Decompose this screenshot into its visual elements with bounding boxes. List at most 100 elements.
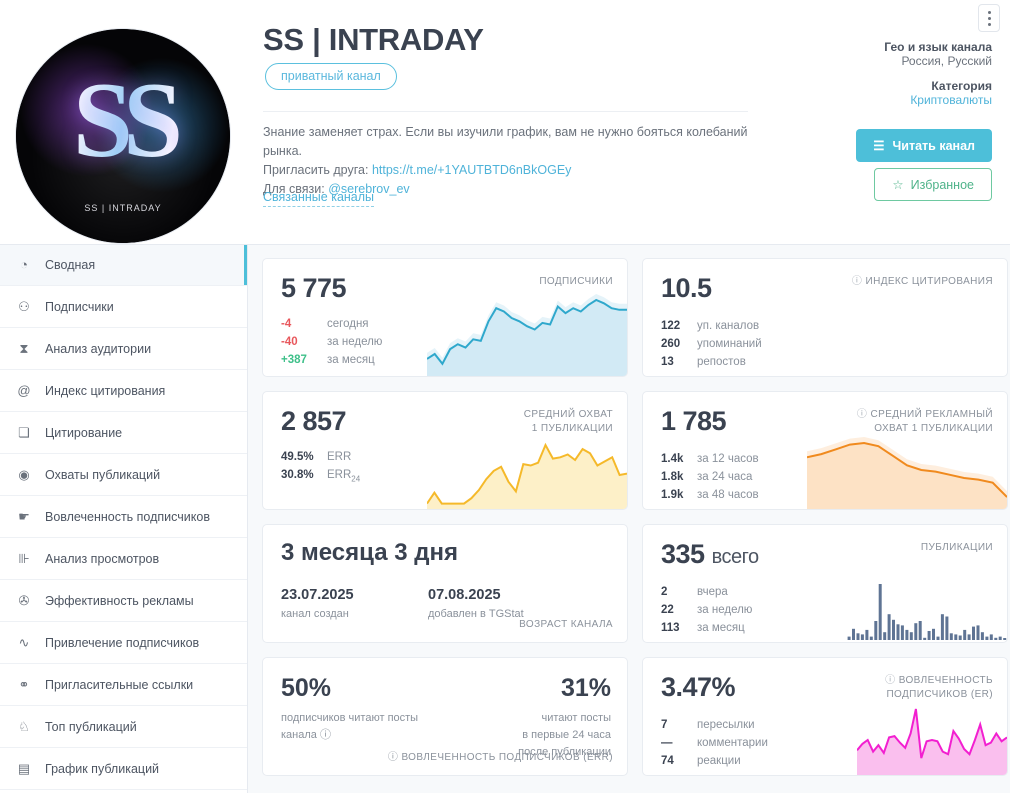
- sidebar-item-1[interactable]: ⚇ Подписчики: [0, 286, 247, 328]
- stat-row: 2 вчера: [661, 583, 752, 601]
- card-er[interactable]: 3.47% ⓘ ВОВЛЕЧЕННОСТЬ ПОДПИСЧИКОВ (ER) 7…: [642, 657, 1008, 776]
- posts-tag: ПУБЛИКАЦИИ: [920, 542, 993, 553]
- favorite-button[interactable]: ☆ Избранное: [874, 168, 992, 201]
- stat-label: вчера: [697, 586, 728, 598]
- card-posts[interactable]: 335 всего ПУБЛИКАЦИИ 2 вчера 22 за неделю 11…: [642, 524, 1008, 643]
- stat-row: — комментарии: [661, 734, 768, 752]
- header-divider: [263, 111, 748, 112]
- stat-label: ERR: [327, 451, 352, 463]
- channel-added-date: 07.08.2025: [428, 587, 501, 603]
- sidebar: ◔ Сводная ⚇ Подписчики ⧗ Анализ аудитории @ Инд…: [0, 244, 248, 793]
- stat-value: 1.4k: [661, 453, 684, 465]
- subscribers-value: 5 775: [281, 273, 347, 303]
- bar: [945, 616, 949, 640]
- err-tag-label: ВОВЛЕЧЕННОСТЬ ПОДПИСЧИКОВ (ERR): [401, 752, 613, 763]
- avatar[interactable]: SS SS | INTRADAY: [15, 28, 231, 244]
- stat-value: —: [661, 737, 673, 749]
- bar: [927, 631, 931, 640]
- er-tag-line2: ПОДПИСЧИКОВ (ER): [886, 689, 993, 700]
- avg-reach-sparkline: [427, 442, 627, 509]
- stat-row: -40 за неделю: [281, 333, 382, 351]
- invite-label: Пригласить друга:: [263, 163, 372, 177]
- info-icon[interactable]: ⓘ: [851, 276, 863, 287]
- citation-index-value: 10.5: [661, 273, 712, 303]
- sidebar-item-label: Привлечение подписчиков: [45, 635, 200, 650]
- stat-row: +387 за месяц: [281, 351, 382, 369]
- sidebar-item-7[interactable]: ⊪ Анализ просмотров: [0, 538, 247, 580]
- card-avg-reach[interactable]: 2 857 СРЕДНИЙ ОХВАТ 1 ПУБЛИКАЦИИ 49.5% ER…: [262, 391, 628, 510]
- sidebar-item-8[interactable]: ✇ Эффективность рекламы: [0, 580, 247, 622]
- sidebar-item-11[interactable]: ♘ Топ публикаций: [0, 706, 247, 748]
- contact-link[interactable]: @serebrov_ev: [328, 182, 410, 196]
- kebab-dot: [987, 22, 991, 26]
- sidebar-item-10[interactable]: ⚭ Пригласительные ссылки: [0, 664, 247, 706]
- bar: [940, 614, 944, 640]
- category-value[interactable]: Криптовалюты: [910, 93, 992, 107]
- card-channel-age[interactable]: 3 месяца 3 дня 23.07.2025 канал создан 0…: [262, 524, 628, 643]
- bar: [918, 621, 922, 640]
- stat-row: 74 реакции: [661, 752, 768, 770]
- stat-label: уп. каналов: [697, 320, 760, 332]
- stat-value: 30.8%: [281, 469, 314, 481]
- subscribers-tag: ПОДПИСЧИКИ: [539, 276, 613, 287]
- bar: [994, 637, 998, 640]
- stat-label: за 48 часов: [697, 489, 759, 501]
- invite-link[interactable]: https://t.me/+1YAUTBTD6nBkOGEy: [371, 163, 572, 177]
- stat-value: -4: [281, 318, 292, 330]
- bar: [963, 629, 967, 640]
- card-subscribers[interactable]: 5 775 ПОДПИСЧИКИ -4 сегодня -40 за неделю +3…: [262, 258, 628, 377]
- more-options-button[interactable]: [978, 4, 1000, 32]
- info-icon[interactable]: ⓘ: [885, 675, 896, 686]
- card-avg-ad-reach[interactable]: 1 785 ⓘ СРЕДНИЙ РЕКЛАМНЫЙ ОХВАТ 1 ПУБЛИК…: [642, 391, 1008, 510]
- bar: [985, 636, 989, 640]
- sparkline-line: [427, 298, 627, 366]
- card-err[interactable]: 50% 31% подписчиков читают посты канала …: [262, 657, 628, 776]
- bar: [892, 619, 895, 640]
- channel-created-caption: канал создан: [281, 608, 349, 620]
- stat-row: 113 за месяц: [661, 619, 752, 637]
- sidebar-item-0[interactable]: ◔ Сводная: [0, 244, 247, 286]
- stat-row: 1.8k за 24 часа: [661, 468, 759, 486]
- bar: [972, 626, 975, 640]
- er-sparkline: [857, 708, 1007, 775]
- sidebar-item-12[interactable]: ▤ График публикаций: [0, 748, 247, 790]
- err-tag: ⓘ ВОВЛЕЧЕННОСТЬ ПОДПИСЧИКОВ (ERR): [388, 748, 613, 763]
- bar: [869, 636, 873, 640]
- kebab-dot: [987, 10, 991, 14]
- channel-meta: Гео и язык канала Россия, Русский Катего…: [884, 40, 992, 118]
- contact-label: Для связи:: [263, 182, 329, 196]
- sidebar-item-label: Охваты публикаций: [45, 467, 161, 482]
- citation-index-tag: ⓘ ИНДЕКС ЦИТИРОВАНИЯ: [852, 275, 993, 289]
- citation-index-tag-label: ИНДЕКС ЦИТИРОВАНИЯ: [865, 276, 993, 287]
- sidebar-item-label: Цитирование: [45, 425, 123, 440]
- avatar-caption: SS | INTRADAY: [84, 203, 162, 213]
- stat-value: -40: [281, 336, 298, 348]
- read-channel-button[interactable]: ☰ Читать канал: [856, 129, 992, 162]
- card-citation-index[interactable]: 10.5 ⓘ ИНДЕКС ЦИТИРОВАНИЯ 122 уп. каналов…: [642, 258, 1008, 377]
- users-icon: ⚇: [18, 298, 30, 314]
- bar: [896, 624, 900, 640]
- sidebar-item-4[interactable]: ❏ Цитирование: [0, 412, 247, 454]
- thumbs-up-icon: ♘: [18, 718, 30, 734]
- info-icon[interactable]: ⓘ: [856, 409, 868, 420]
- info-icon[interactable]: ⓘ: [387, 752, 399, 763]
- sidebar-item-3[interactable]: @ Индекс цитирования: [0, 370, 247, 412]
- er-value: 3.47%: [661, 672, 736, 702]
- stat-value: 49.5%: [281, 451, 314, 463]
- sidebar-item-2[interactable]: ⧗ Анализ аудитории: [0, 328, 247, 370]
- sidebar-item-6[interactable]: ☛ Вовлеченность подписчиков: [0, 496, 247, 538]
- audience-icon: ⧗: [19, 340, 29, 356]
- invite-line: Пригласить друга: https://t.me/+1YAUTBTD…: [263, 161, 753, 180]
- stat-label: сегодня: [327, 318, 369, 330]
- stat-row: 260 упоминаний: [661, 335, 762, 353]
- err-right-value: 31%: [560, 674, 611, 702]
- posts-bar-chart: [847, 584, 1007, 640]
- bar: [958, 635, 962, 640]
- related-channels-link[interactable]: Связанные каналы: [263, 190, 375, 207]
- sidebar-item-9[interactable]: ∿ Привлечение подписчиков: [0, 622, 247, 664]
- description-line: Знание заменяет страх. Если вы изучили г…: [263, 125, 748, 158]
- bar: [847, 636, 851, 640]
- sidebar-item-5[interactable]: ◉ Охваты публикаций: [0, 454, 247, 496]
- sparkline-line: [807, 441, 1007, 498]
- info-icon[interactable]: ⓘ: [319, 729, 331, 741]
